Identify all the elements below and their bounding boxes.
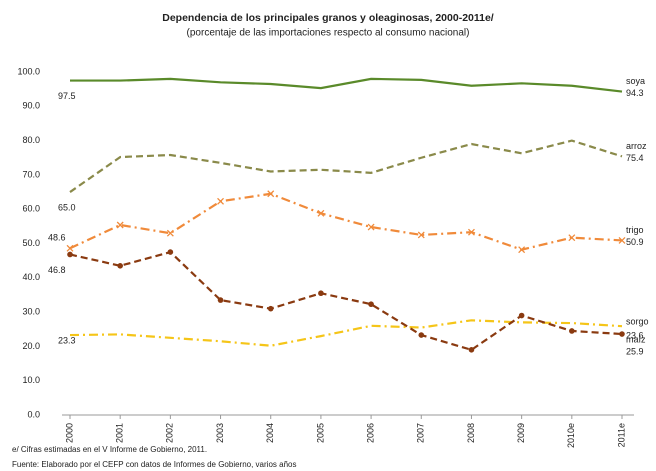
series-line [69,319,623,347]
marker [267,305,274,312]
data-label: 23.6 [626,330,644,340]
y-tick-label: 0.0 [27,409,40,419]
series-line [69,192,623,251]
chart-title: Dependencia de los principales granos y … [162,12,494,24]
series-line [69,139,623,193]
source-note: Fuente: Elaborado por el CEFP con datos … [12,460,296,469]
marker [467,228,475,236]
y-tick-label: 20.0 [22,341,40,351]
chart-subtitle: (porcentaje de las importaciones respect… [187,28,470,39]
x-tick-label: 2007 [416,423,426,443]
data-label: 46.8 [48,265,66,275]
x-tick-label: 2011e [616,423,626,447]
marker [518,312,525,319]
y-tick-label: 80.0 [22,135,40,145]
marker [217,297,224,303]
marker [117,262,123,269]
y-tick-label: 10.0 [22,375,40,385]
marker [166,229,174,237]
y-tick-label: 60.0 [22,204,40,214]
data-label: 75.4 [626,153,644,163]
x-tick-label: 2003 [215,423,225,443]
marker [217,197,225,205]
y-tick-label: 90.0 [22,101,40,111]
x-tick-label: 2004 [265,423,275,443]
marker [318,290,324,297]
footnote: e/ Cifras estimadas en el V Informe de G… [12,445,207,454]
marker [367,223,375,231]
data-label: 97.5 [58,91,76,101]
marker [619,331,625,337]
data-label: 48.6 [48,233,66,243]
series-line [69,250,623,352]
series-line [70,77,623,93]
data-label: 50.9 [626,237,644,247]
marker [468,347,475,353]
x-tick-label: 2006 [365,423,375,443]
marker [116,221,124,229]
data-label: 65.0 [58,202,76,212]
marker [418,332,425,338]
y-tick-label: 70.0 [22,169,40,179]
marker [66,244,74,252]
x-tick-label: 2001 [115,423,125,443]
marker [368,301,374,308]
x-tick-label: 2000 [64,423,74,443]
y-tick-label: 30.0 [22,306,40,316]
data-label: 23.3 [58,335,76,345]
data-label: 94.3 [626,88,644,98]
series-label: arroz [626,141,647,151]
marker [518,246,526,254]
x-tick-label: 2008 [466,423,476,443]
series-label: trigo [626,225,644,235]
y-tick-label: 40.0 [22,272,40,282]
y-tick-label: 50.0 [22,238,40,248]
marker [417,231,425,239]
series-label: maíz [626,335,646,345]
marker [167,249,174,255]
x-tick-label: 2009 [516,423,526,443]
marker [317,209,325,217]
series-label: sorgo [626,316,649,326]
marker [568,234,576,242]
y-tick-label: 100.0 [17,66,40,76]
series-label: soya [626,76,645,86]
data-label: 25.9 [626,347,644,357]
marker [267,190,275,198]
marker [618,236,626,244]
x-tick-label: 2002 [165,423,175,443]
x-tick-label: 2005 [315,423,325,443]
x-tick-label: 2010e [566,423,576,448]
marker [569,328,575,334]
marker [67,251,73,258]
